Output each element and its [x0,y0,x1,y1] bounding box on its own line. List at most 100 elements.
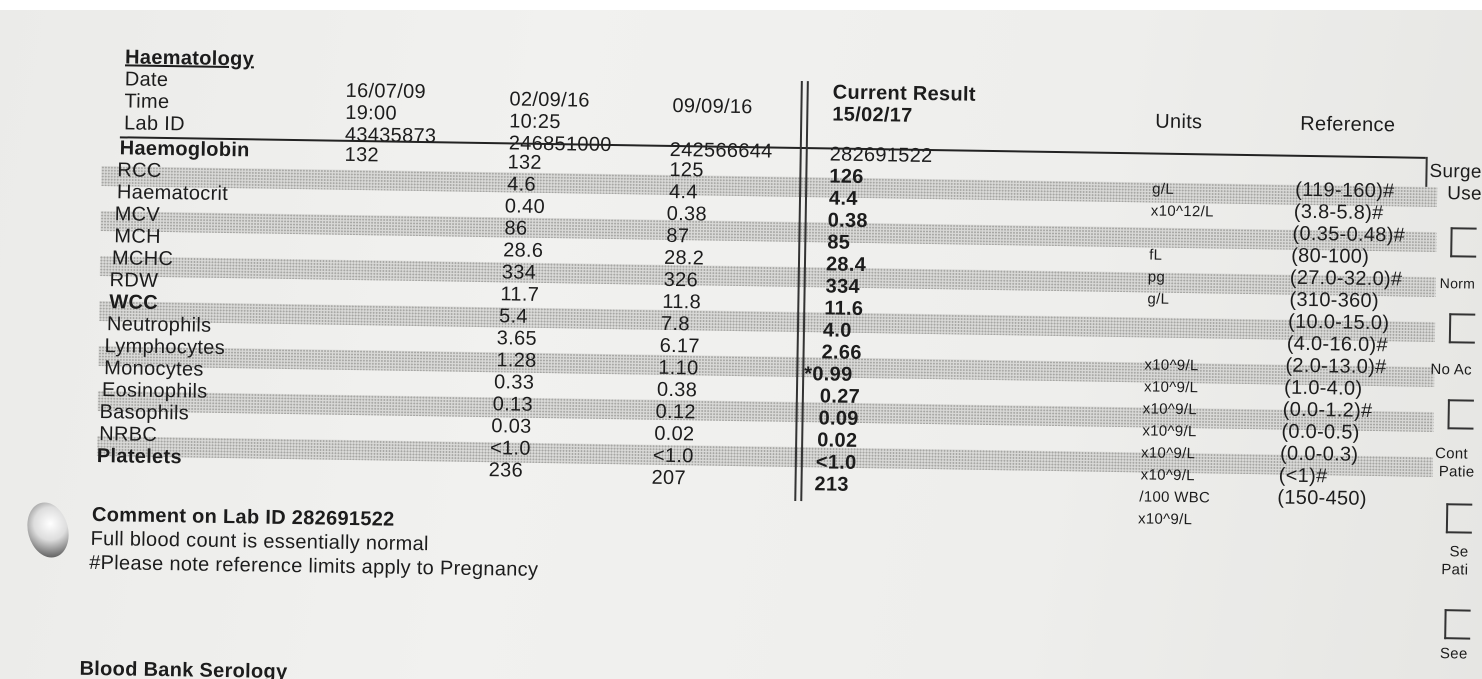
side-label: Cont [1434,445,1469,463]
value-col2: 3.65 [496,327,538,350]
reference-range: (119-160)# [1295,178,1395,203]
unit: /100 WBC [1139,488,1211,507]
side-label: Se [1449,543,1469,561]
value-col2: 28.6 [502,239,544,262]
value-col3: 28.2 [663,246,705,270]
checkbox-box [1445,503,1473,534]
shaded-row-nrbc [96,435,1434,477]
side-label: See [1439,645,1468,663]
date-label: Date [124,68,169,92]
unit: g/L [1152,180,1175,198]
test-name: Platelets [96,444,183,469]
lab-id-label: Lab ID [123,112,186,136]
value-col1: 132 [344,143,380,167]
value-col3: 0.02 [654,422,695,446]
section-title: Haematology [124,46,255,71]
value-col2: 132 [507,151,542,174]
test-name: Haematocrit [116,181,229,206]
test-name: MCV [114,203,161,226]
reference-range: (4.0-16.0)# [1286,332,1389,357]
value-col2: <1.0 [489,437,531,460]
comment-title: Comment on Lab ID 282691522 [91,503,395,531]
value-col3: 125 [669,158,704,182]
time-label: Time [124,90,170,114]
value-current: 0.09 [818,407,859,430]
test-name: Eosinophils [101,379,208,403]
side-panel-border [1425,156,1428,187]
shaded-row-eosinophils [97,390,1434,432]
units-header: Units [1155,110,1203,134]
value-col2: 334 [501,261,537,284]
col2-time: 10:25 [509,110,561,134]
value-col2: 0.33 [493,371,535,394]
test-name: Haemoglobin [119,137,250,162]
value-col2: 0.40 [504,195,546,218]
value-col3: 4.4 [668,180,698,204]
value-col3: 0.12 [655,400,696,424]
col3-date: 09/09/16 [672,94,753,119]
test-name: Basophils [99,401,190,425]
comment-line: #Please note reference limits apply to P… [89,551,539,581]
test-name: RCC [117,159,162,182]
value-col3: 11.8 [662,290,702,314]
side-label: Pati [1441,561,1469,579]
test-name: Monocytes [104,357,204,381]
value-col3: 326 [663,268,699,292]
shaded-row-mcv [100,211,1437,253]
value-col3: 0.38 [656,378,698,402]
unit: x10^9/L [1142,422,1197,441]
value-current: <1.0 [815,451,857,474]
value-col2: 0.03 [491,415,532,438]
value-col2: 5.4 [498,305,528,328]
test-name: WCC [109,291,159,314]
value-col2: 86 [504,217,528,240]
reference-range: (0.0-1.2)# [1282,398,1373,423]
value-col3: 1.10 [658,356,699,380]
unit: x10^9/L [1137,510,1193,529]
reference-range: (310-360) [1289,288,1380,313]
value-current: 28.4 [825,253,867,277]
checkbox-box [1444,609,1471,640]
value-current: 126 [829,165,864,188]
reference-range: (<1)# [1278,464,1328,488]
value-col2: 0.13 [492,393,534,416]
value-col3: <1.0 [652,444,694,468]
value-current: 2.66 [821,341,862,364]
value-current: 0.02 [817,429,858,452]
checkbox-box [1450,227,1477,258]
value-col3: 87 [666,224,690,248]
reference-range: (1.0-4.0) [1283,376,1363,400]
reference-range: (80-100) [1290,244,1370,268]
col2-date: 02/09/16 [509,88,590,112]
reference-range: (10.0-15.0) [1287,310,1390,335]
unit: x10^9/L [1144,356,1199,375]
next-section-title: Blood Bank Serology [79,657,288,679]
value-current: 0.27 [819,385,861,408]
checkbox-box [1447,399,1474,430]
col1-time: 19:00 [345,101,398,125]
value-current: 4.4 [828,187,858,210]
test-name: NRBC [99,423,158,446]
col1-date: 16/07/09 [345,79,427,104]
value-current-flagged: *0.99 [804,363,853,386]
value-col3: 7.8 [660,312,690,336]
side-label: Surge [1429,160,1482,183]
shaded-row-lymphocytes [98,346,1435,387]
side-label: No Ac [1430,360,1473,379]
side-label: Patie [1438,463,1475,481]
test-name: MCH [114,225,161,248]
reference-header: Reference [1300,112,1396,137]
value-current: 0.38 [827,209,868,233]
side-label: Use [1447,183,1482,205]
value-col2: 11.7 [500,283,540,306]
reference-range: (0.35-0.48)# [1292,222,1406,247]
reference-range: (150-450) [1277,486,1367,510]
test-name: RDW [109,269,159,292]
unit: x10^9/L [1140,444,1196,463]
unit: fL [1149,246,1163,264]
value-col2: 4.6 [507,173,537,196]
value-col3: 207 [651,466,687,490]
reference-range: (3.8-5.8)# [1293,200,1384,225]
value-col2: 1.28 [496,349,537,372]
value-current: 4.0 [822,319,852,342]
